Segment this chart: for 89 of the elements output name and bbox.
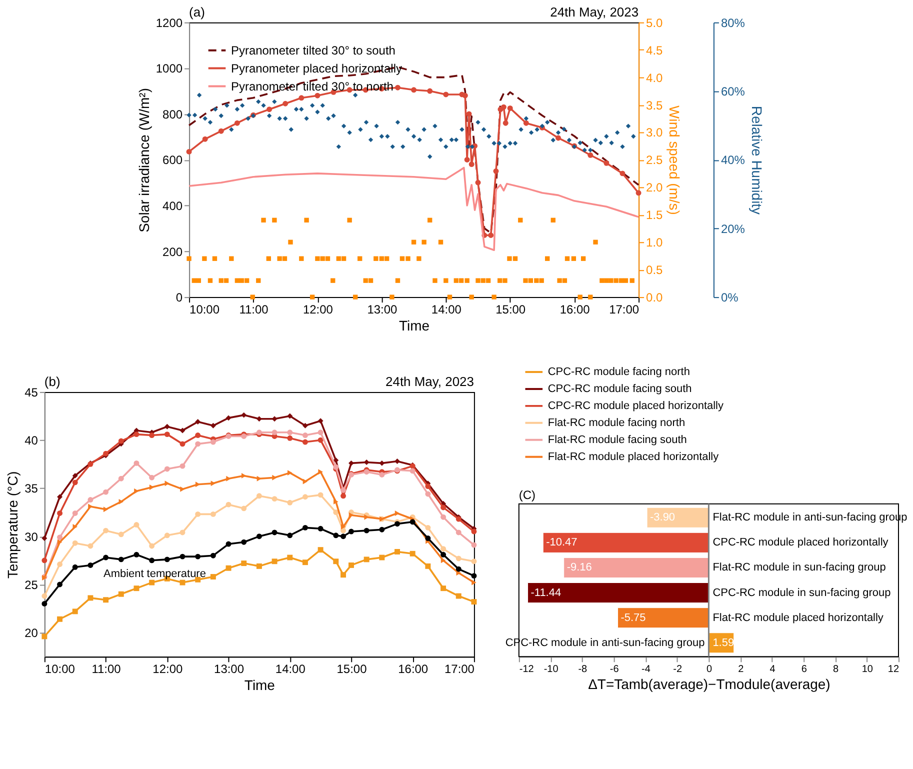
y-tick-label: 200 — [162, 244, 183, 259]
legend-label: Pyranometer placed horizontally — [230, 61, 402, 76]
y3-tick-label: 60% — [720, 84, 746, 99]
y3-tick-label: 40% — [720, 153, 746, 168]
x-tick-label: -10 — [544, 664, 559, 676]
y2-tick-label: 4.5 — [646, 43, 664, 58]
legend-label: CPC-RC module facing south — [548, 382, 692, 395]
annotation: Ambient temperature — [104, 568, 206, 580]
x-tick-label: 15:00 — [336, 662, 368, 676]
chart-title: (C) — [518, 488, 536, 502]
x-tick-label: 11:00 — [239, 302, 269, 317]
y-tick-label: CPC-RC module placed horizontally — [712, 536, 889, 549]
data-label: -10.47 — [546, 536, 578, 549]
x-tick-label: -8 — [578, 664, 588, 676]
x-tick-label: 14:00 — [431, 302, 462, 317]
y2-tick-label: 3.5 — [646, 98, 664, 112]
y-axis-title: Solar irradiance (W/m²) — [136, 88, 152, 232]
x-tick-label: 10:00 — [190, 302, 220, 317]
legend-label: Flat-RC module facing south — [548, 434, 687, 446]
y-tick-label: 400 — [162, 198, 183, 213]
y-tick-label: 1200 — [156, 16, 183, 30]
x-tick-label: 4 — [770, 664, 776, 676]
x-axis-title: Time — [399, 318, 430, 334]
legend-label: Flat-RC module facing north — [548, 416, 686, 429]
y-tick-label: 45 — [24, 385, 38, 400]
legend-label: Pyranometer tilted 30° to south — [230, 43, 396, 58]
y3-tick-label: 20% — [720, 222, 746, 236]
x-tick-label: 16:00 — [398, 662, 428, 676]
y-tick-label: 25 — [24, 578, 38, 592]
y2-tick-label: 5.0 — [646, 16, 664, 30]
data-label: -9.16 — [566, 562, 592, 574]
x-tick-label: 2 — [738, 664, 744, 676]
line-series — [188, 166, 640, 252]
x-tick-label: 11:00 — [92, 662, 122, 676]
x-tick-label: 15:00 — [496, 302, 526, 317]
data-label: -11.44 — [530, 586, 562, 599]
x-tick-label: 12:00 — [302, 302, 334, 317]
y-tick-label: Flat-RC module in sun-facing group — [712, 562, 886, 574]
x-tick-label: 16:00 — [560, 302, 590, 317]
x-tick-label: 14:00 — [275, 662, 306, 676]
y-axis-title: Temperature (°C) — [4, 471, 21, 578]
y-tick-label: 35 — [24, 482, 38, 496]
x-tick-label: 12 — [888, 664, 900, 676]
y2-tick-label: 4.0 — [646, 70, 664, 85]
y-tick-label: CPC-RC module in sun-facing group — [712, 586, 891, 599]
chart-subtitle: 24th May, 2023 — [550, 4, 639, 20]
x-tick-label: -12 — [519, 664, 534, 676]
x-axis-title: ΔT=Tamb(average)−Tmodule(average) — [588, 676, 830, 692]
y3-axis-title: Relative Humidity — [748, 106, 765, 215]
x-axis-title: Time — [244, 677, 276, 694]
y-tick-label: 30 — [24, 530, 38, 544]
y2-tick-label: 0.0 — [646, 290, 664, 305]
x-tick-label: 17:00 — [444, 662, 475, 676]
y-tick-label: 0 — [176, 290, 183, 305]
legend-label: Flat-RC module placed horizontally — [548, 450, 720, 463]
y3-tick-label: 0% — [720, 290, 739, 305]
y2-axis-title: Wind speed (m/s) — [666, 105, 683, 215]
x-tick-label: 8 — [832, 664, 839, 676]
chart-title: (a) — [189, 4, 205, 20]
x-tick-label: 13:00 — [214, 662, 244, 676]
x-tick-label: 12:00 — [152, 662, 183, 676]
y-tick-label: 20 — [24, 626, 38, 640]
x-tick-label: 6 — [801, 664, 808, 676]
chart-subtitle: 24th May, 2023 — [386, 374, 474, 389]
x-tick-label: 10:00 — [44, 662, 76, 676]
y-tick-label: 40 — [24, 434, 38, 448]
x-tick-label: -4 — [642, 664, 651, 676]
data-label: -5.75 — [620, 612, 646, 624]
y2-tick-label: 1.0 — [646, 236, 664, 250]
y2-tick-label: 3.0 — [646, 126, 664, 140]
y-tick-label: 1000 — [156, 62, 183, 76]
chart-title: (b) — [44, 374, 60, 389]
x-tick-label: 13:00 — [367, 302, 398, 317]
y2-tick-label: 2.0 — [646, 180, 664, 195]
y2-tick-label: 0.5 — [646, 263, 664, 278]
y2-tick-label: 2.5 — [646, 153, 664, 168]
legend-label: CPC-RC module placed horizontally — [548, 400, 724, 412]
legend-label: CPC-RC module facing north — [548, 366, 690, 378]
y-tick-label: 600 — [162, 153, 183, 168]
x-tick-label: -6 — [610, 664, 620, 676]
y3-tick-label: 80% — [720, 16, 746, 30]
y-tick-label: Flat-RC module placed horizontally — [712, 612, 884, 624]
y2-tick-label: 1.5 — [646, 208, 664, 222]
y-tick-label: 800 — [162, 107, 183, 122]
x-tick-label: 10 — [862, 664, 874, 676]
data-label: -3.90 — [650, 512, 676, 524]
x-tick-label: -2 — [673, 664, 682, 676]
x-tick-label: 17:00 — [609, 302, 640, 317]
data-label: 1.59 — [712, 636, 734, 649]
